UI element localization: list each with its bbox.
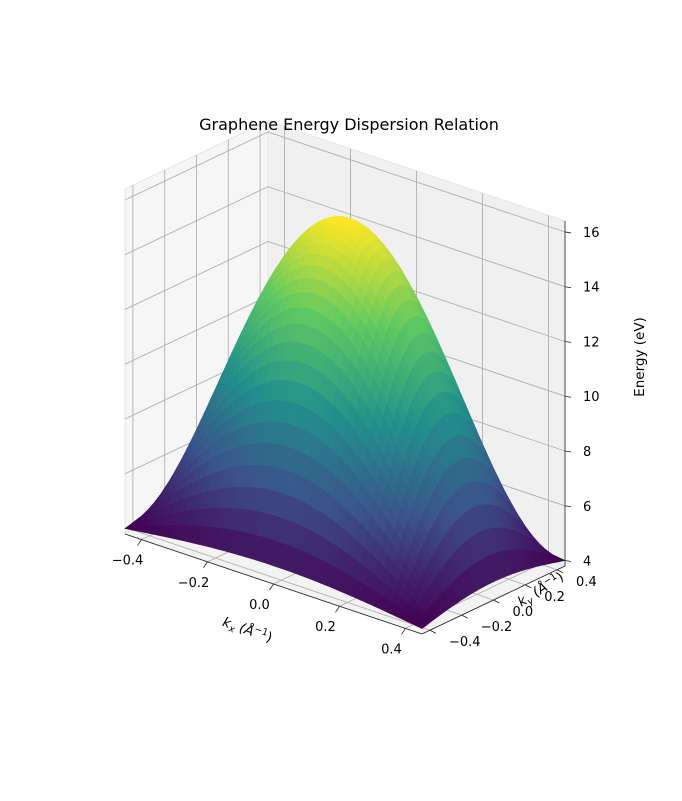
z-tick-mark [564, 231, 572, 234]
x-tick-mark [401, 628, 406, 635]
y-tick-label: 0.4 [576, 575, 597, 590]
x-tick-mark [269, 583, 274, 591]
z-tick-label: 14 [583, 281, 600, 296]
y-tick-label: −0.2 [481, 620, 513, 635]
z-grid-line [124, 186, 566, 288]
y-tick-label: 0.2 [544, 590, 565, 605]
z-tick-label: 6 [583, 500, 591, 515]
y-tick-label: 0.0 [513, 605, 534, 620]
z-grid-line [124, 241, 566, 342]
y-tick-mark [525, 584, 532, 589]
axis-lines [124, 221, 572, 635]
z-tick-label: 4 [583, 555, 591, 570]
z-tick-mark [564, 286, 572, 289]
x-tick-label: 0.2 [315, 620, 336, 635]
surface-patch [414, 620, 426, 629]
x-tick-label: −0.2 [178, 576, 210, 591]
x-tick-mark [335, 606, 340, 613]
z-tick-label: 16 [583, 226, 600, 241]
z-grid-line [124, 131, 566, 233]
z-tick-mark [564, 505, 572, 508]
y-tick-label: −0.4 [449, 635, 481, 650]
x-tick-mark [137, 539, 142, 546]
x-tick-label: 0.0 [249, 598, 270, 613]
y-tick-mark [461, 614, 468, 619]
y-tick-mark [493, 599, 500, 604]
z-tick-label: 10 [583, 390, 600, 405]
tick-labels: −0.4−0.20.00.20.4 −0.4−0.20.00.20.4468101… [112, 226, 600, 657]
z-tick-label: 12 [583, 335, 600, 350]
z-axis-label: Energy (eV) [632, 317, 648, 397]
x-tick-label: 0.4 [381, 642, 402, 657]
y-tick-mark [429, 629, 437, 634]
chart-title: Graphene Energy Dispersion Relation [199, 115, 499, 134]
energy-surface [124, 216, 566, 629]
z-tick-mark [564, 450, 572, 453]
z-tick-mark [564, 560, 572, 562]
x-tick-label: −0.4 [112, 554, 144, 569]
x-axis-label: kx (Å−1) [220, 613, 275, 648]
x-tick-mark [203, 561, 208, 568]
z-tick-mark [564, 341, 572, 343]
y-tick-mark [556, 569, 564, 574]
z-tick-label: 8 [583, 445, 591, 460]
z-tick-mark [564, 395, 572, 398]
